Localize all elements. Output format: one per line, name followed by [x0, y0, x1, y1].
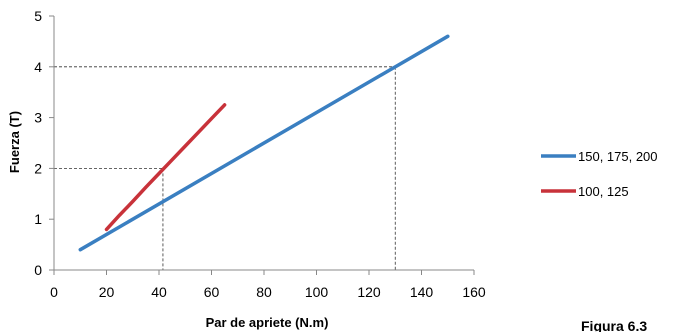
x-tick-label: 160 — [462, 284, 486, 300]
y-tick-label: 3 — [34, 110, 42, 126]
x-axis-title: Par de apriete (N.m) — [206, 315, 329, 330]
figure-caption: Figura 6.3 — [581, 318, 647, 332]
legend-label-series-2: 100, 125 — [578, 184, 629, 199]
x-tick-label: 20 — [99, 284, 115, 300]
series — [78, 34, 450, 252]
x-tick-label: 140 — [410, 284, 434, 300]
x-tick-label: 80 — [256, 284, 272, 300]
y-tick-label: 2 — [34, 160, 42, 176]
x-tick-label: 40 — [151, 284, 167, 300]
x-ticks: 0 20 40 60 80 100 120 140 160 — [50, 270, 486, 300]
x-tick-label: 60 — [204, 284, 220, 300]
y-tick-label: 1 — [34, 211, 42, 227]
x-tick-label: 100 — [305, 284, 329, 300]
x-tick-label: 0 — [50, 284, 58, 300]
y-tick-label: 0 — [34, 262, 42, 278]
series-line-2 — [104, 103, 227, 232]
y-tick-label: 4 — [34, 59, 42, 75]
legend-label-series-1: 150, 175, 200 — [578, 149, 658, 164]
x-tick-label: 120 — [357, 284, 381, 300]
y-ticks: 0 1 2 3 4 5 — [34, 8, 54, 278]
y-tick-label: 5 — [34, 8, 42, 24]
legend: 150, 175, 200 100, 125 — [541, 149, 658, 199]
series-line-1 — [78, 34, 450, 252]
reference-lines — [54, 66, 396, 270]
y-axis-title: Fuerza (T) — [7, 111, 22, 173]
